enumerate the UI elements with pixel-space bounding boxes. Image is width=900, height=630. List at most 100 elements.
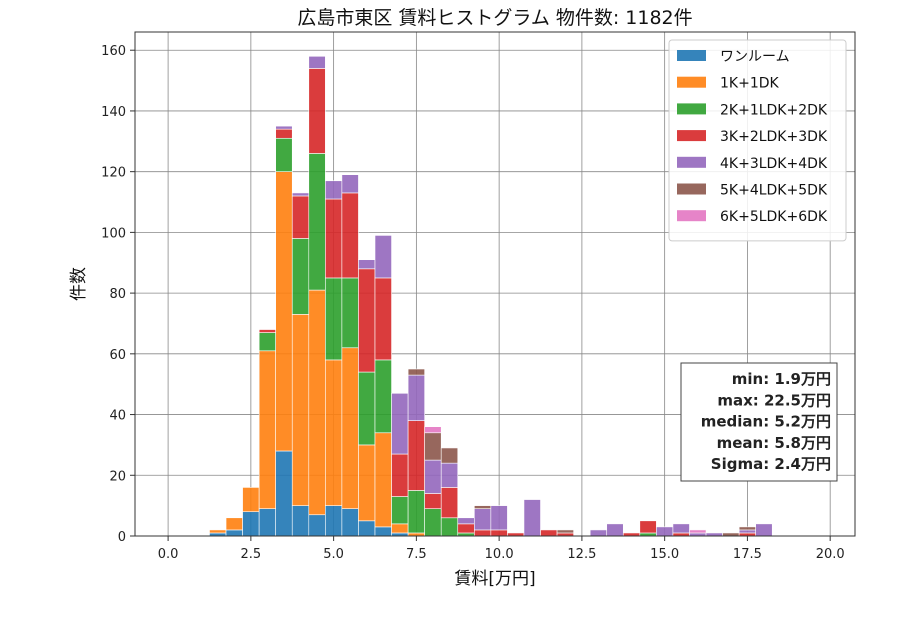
bar-segment bbox=[258, 332, 276, 352]
bar-segment bbox=[689, 529, 707, 534]
bar-segment bbox=[424, 426, 442, 434]
bar-segment bbox=[325, 198, 343, 279]
bar-segment bbox=[424, 432, 442, 461]
legend-label: 5K+4LDK+5DK bbox=[720, 183, 828, 199]
stats-line: max: 22.5万円 bbox=[717, 391, 831, 409]
bar-segment bbox=[341, 192, 359, 279]
x-tick-label: 12.5 bbox=[567, 547, 596, 562]
bar-segment bbox=[341, 174, 359, 194]
legend-swatch bbox=[677, 210, 706, 222]
x-tick-label: 0.0 bbox=[158, 547, 179, 562]
bar-segment bbox=[308, 289, 326, 516]
bar-segment bbox=[407, 374, 425, 421]
bar-segment bbox=[258, 329, 276, 333]
bar-segment bbox=[374, 277, 392, 361]
x-tick-label: 7.5 bbox=[406, 547, 427, 562]
x-axis-title: 賃料[万円] bbox=[454, 569, 535, 589]
bar-segment bbox=[424, 493, 442, 509]
legend-swatch bbox=[677, 76, 706, 88]
bar-segment bbox=[358, 444, 376, 522]
stats-line: median: 5.2万円 bbox=[701, 413, 831, 431]
bar-segment bbox=[523, 499, 541, 537]
bar-segment bbox=[308, 55, 326, 69]
bar-segment bbox=[225, 517, 243, 531]
bar-segment bbox=[374, 235, 392, 279]
y-axis-title: 件数 bbox=[69, 267, 89, 301]
bar-segment bbox=[474, 508, 492, 531]
y-tick-label: 20 bbox=[109, 469, 126, 484]
bar-segment bbox=[656, 526, 674, 537]
bar-segment bbox=[474, 529, 492, 537]
bar-segment bbox=[424, 459, 442, 494]
bar-segment bbox=[738, 526, 756, 531]
y-axis-ticks: 0 20 40 60 80 100 120 140 160 bbox=[101, 44, 135, 545]
bar-segment bbox=[374, 526, 392, 537]
bar-segment bbox=[407, 490, 425, 534]
bar-segment bbox=[407, 420, 425, 491]
bar-segment bbox=[738, 529, 756, 534]
bar-segment bbox=[556, 529, 574, 534]
bar-segment bbox=[225, 529, 243, 537]
legend-frame bbox=[668, 39, 847, 242]
bar-segment bbox=[275, 450, 293, 537]
legend-label: 6K+5LDK+6DK bbox=[720, 209, 828, 225]
bar-segment bbox=[440, 517, 459, 537]
bar-segment bbox=[391, 496, 409, 525]
bar-segment bbox=[440, 447, 459, 464]
legend-label: 2K+1LDK+2DK bbox=[720, 102, 828, 118]
legend-swatch bbox=[677, 156, 706, 168]
bar-segment bbox=[341, 347, 359, 509]
bar-segment bbox=[275, 137, 293, 172]
x-tick-label: 2.5 bbox=[241, 547, 262, 562]
legend-swatch bbox=[677, 50, 706, 61]
legend-label: 4K+3LDK+4DK bbox=[720, 156, 828, 172]
bar-segment bbox=[325, 277, 343, 361]
bar-segment bbox=[474, 505, 492, 509]
stats-box: min: 1.9万円 max: 22.5万円 median: 5.2万円 mean: … bbox=[680, 362, 838, 482]
legend: ワンルーム 1K+1DK 2K+1LDK+2DK 3K+2LDK+3DK 4K+3LDK… bbox=[668, 39, 847, 242]
x-tick-label: 10.0 bbox=[485, 547, 514, 562]
stats-frame bbox=[680, 362, 838, 482]
bar-segment bbox=[358, 371, 376, 446]
bar-segment bbox=[391, 453, 409, 497]
stats-line: mean: 5.8万円 bbox=[717, 434, 831, 452]
bar-segment bbox=[275, 128, 293, 139]
bar-segment bbox=[457, 517, 475, 525]
bar-segment bbox=[440, 487, 459, 519]
bar-segment bbox=[440, 462, 459, 488]
y-tick-label: 40 bbox=[109, 409, 126, 424]
bar-segment bbox=[358, 259, 376, 270]
chart-title: 広島市東区 賃料ヒストグラム 物件数: 1182件 bbox=[297, 7, 692, 29]
bar-segment bbox=[325, 359, 343, 506]
stats-line: Sigma: 2.4万円 bbox=[711, 455, 831, 473]
x-tick-label: 5.0 bbox=[323, 547, 344, 562]
bars bbox=[209, 55, 773, 537]
bar-segment bbox=[407, 368, 425, 376]
bar-segment bbox=[291, 192, 310, 197]
bar-segment bbox=[490, 505, 508, 531]
bar-segment bbox=[275, 125, 293, 130]
legend-swatch bbox=[677, 183, 706, 195]
bar-segment bbox=[341, 277, 359, 349]
y-tick-label: 100 bbox=[101, 226, 126, 241]
bar-segment bbox=[209, 529, 227, 534]
bar-segment bbox=[242, 487, 260, 513]
bar-segment bbox=[291, 505, 310, 537]
bar-segment bbox=[291, 314, 310, 506]
plot-frame bbox=[134, 31, 856, 537]
bar-segment bbox=[374, 432, 392, 528]
legend-label: 1K+1DK bbox=[720, 76, 780, 92]
bar-segment bbox=[606, 523, 624, 537]
bar-segment bbox=[358, 268, 376, 373]
bar-segment bbox=[258, 350, 276, 509]
bar-segment bbox=[457, 523, 475, 534]
x-axis-ticks: 0.0 2.5 5.0 7.5 10.0 12.5 15.0 17.5 20.0 bbox=[158, 536, 845, 562]
bar-segment bbox=[391, 523, 409, 534]
x-tick-label: 20.0 bbox=[816, 547, 845, 562]
bar-segment bbox=[242, 511, 260, 537]
bar-segment bbox=[325, 505, 343, 537]
y-tick-label: 80 bbox=[109, 287, 126, 302]
y-tick-label: 160 bbox=[101, 44, 126, 59]
grid bbox=[135, 32, 855, 537]
